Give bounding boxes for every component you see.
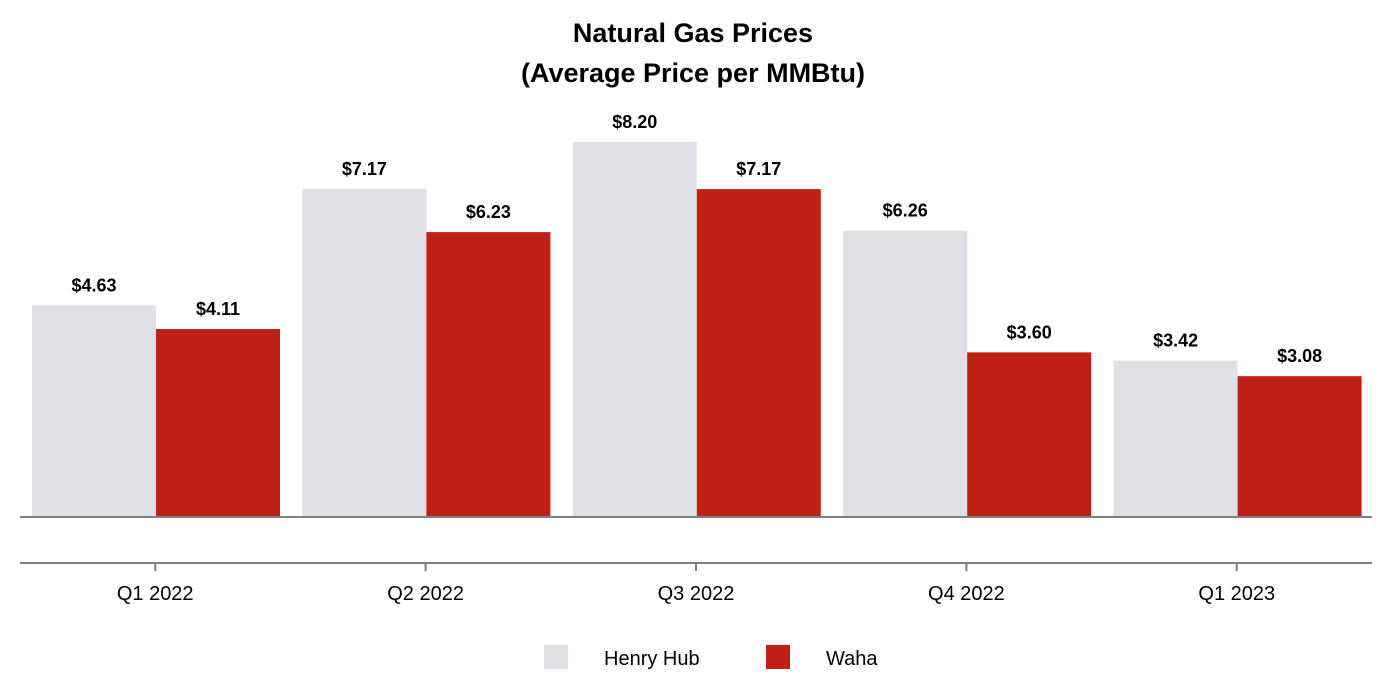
value-label-henry-hub-q2-2022: $7.17 — [342, 159, 387, 179]
value-label-henry-hub-q1-2023: $3.42 — [1153, 331, 1198, 351]
chart-subtitle: (Average Price per MMBtu) — [521, 58, 865, 88]
x-tick-label: Q1 2022 — [117, 583, 194, 605]
legend-label-henry-hub: Henry Hub — [604, 648, 700, 670]
x-tick-label: Q4 2022 — [928, 583, 1005, 605]
value-label-henry-hub-q4-2022: $6.26 — [883, 201, 928, 221]
bar-henry-hub-q2-2022 — [302, 189, 427, 517]
bar-henry-hub-q3-2022 — [572, 142, 697, 517]
bar-henry-hub-q1-2023 — [1113, 360, 1238, 517]
bar-henry-hub-q4-2022 — [843, 230, 968, 517]
bar-waha-q1-2022 — [156, 329, 280, 517]
value-label-henry-hub-q3-2022: $8.20 — [612, 112, 657, 132]
x-tick-label: Q1 2023 — [1198, 583, 1275, 605]
value-labels-layer: $4.63 $4.11 $7.17 $6.23 $8.20 $7.17 $6.26 $3.60… — [71, 112, 1322, 366]
x-axis-ticks: Q1 2022 Q2 2022 Q3 2022 Q4 2022 Q1 2023 — [117, 563, 1275, 605]
bar-waha-q2-2022 — [426, 232, 551, 517]
legend-swatch-waha — [766, 645, 790, 669]
bar-waha-q3-2022 — [696, 189, 821, 517]
bar-henry-hub-q1-2022 — [32, 305, 156, 517]
bars-layer — [32, 142, 1362, 517]
value-label-waha-q2-2022: $6.23 — [466, 202, 511, 222]
value-label-waha-q1-2022: $4.11 — [196, 299, 240, 319]
legend-swatch-henry-hub — [544, 645, 568, 669]
value-label-henry-hub-q1-2022: $4.63 — [71, 275, 116, 295]
legend-label-waha: Waha — [826, 648, 878, 670]
bar-waha-q4-2022 — [967, 352, 1092, 517]
bar-waha-q1-2023 — [1237, 376, 1362, 517]
legend: Henry Hub Waha — [544, 645, 878, 670]
value-label-waha-q3-2022: $7.17 — [736, 159, 781, 179]
value-label-waha-q4-2022: $3.60 — [1007, 322, 1052, 342]
x-tick-label: Q3 2022 — [658, 583, 735, 605]
x-tick-label: Q2 2022 — [387, 583, 464, 605]
value-label-waha-q1-2023: $3.08 — [1277, 346, 1322, 366]
chart-title: Natural Gas Prices — [573, 18, 813, 48]
